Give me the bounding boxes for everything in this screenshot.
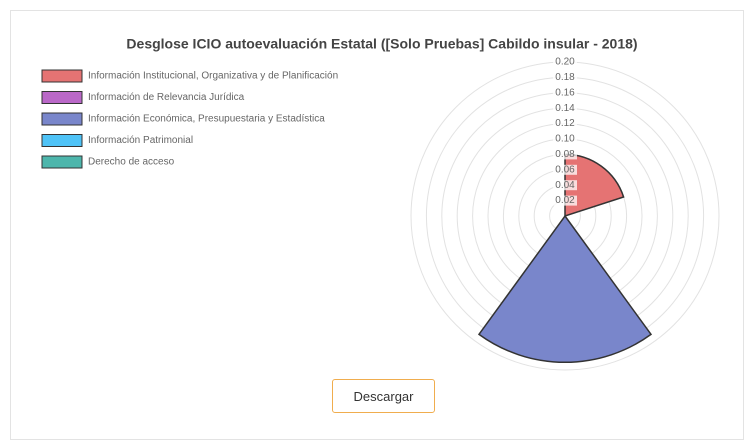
tick-backdrop — [553, 118, 577, 129]
tick-backdrop — [553, 195, 577, 206]
chart-title: Desglose ICIO autoevaluación Estatal ([S… — [126, 36, 637, 52]
tick-label: 0.12 — [555, 118, 575, 129]
tick-backdrop — [553, 149, 577, 160]
tick-label: 0.14 — [555, 103, 575, 114]
tick-backdrop — [553, 164, 577, 175]
tick-label: 0.18 — [555, 72, 575, 83]
legend-label: Información Económica, Presupuestaria y … — [88, 114, 325, 125]
legend-swatch — [41, 91, 83, 104]
legend-swatch — [41, 134, 83, 147]
tick-backdrop — [553, 134, 577, 144]
tick-label: 0.04 — [555, 180, 575, 191]
legend-swatch — [41, 112, 83, 126]
tick-label: 0.10 — [555, 134, 575, 145]
legend-label: Derecho de acceso — [88, 157, 175, 168]
legend-swatch — [41, 69, 83, 83]
tick-backdrop — [553, 87, 577, 98]
legend-swatch — [41, 155, 83, 169]
tick-backdrop — [553, 180, 577, 191]
tick-backdrop — [553, 72, 577, 83]
download-button[interactable]: Descargar — [332, 379, 435, 413]
tick-backdrop — [553, 103, 577, 114]
tick-label: 0.16 — [555, 87, 575, 98]
polar-segment — [477, 214, 653, 363]
tick-label: 0.06 — [555, 164, 575, 175]
legend-label: Información de Relevancia Jurídica — [88, 92, 245, 103]
tick-label: 0.20 — [555, 57, 575, 68]
tick-backdrop — [553, 57, 577, 67]
tick-label: 0.02 — [555, 195, 575, 206]
tick-label: 0.08 — [555, 149, 575, 160]
legend-label: Información Patrimonial — [88, 135, 193, 146]
legend-label: Información Institucional, Organizativa … — [88, 71, 338, 82]
